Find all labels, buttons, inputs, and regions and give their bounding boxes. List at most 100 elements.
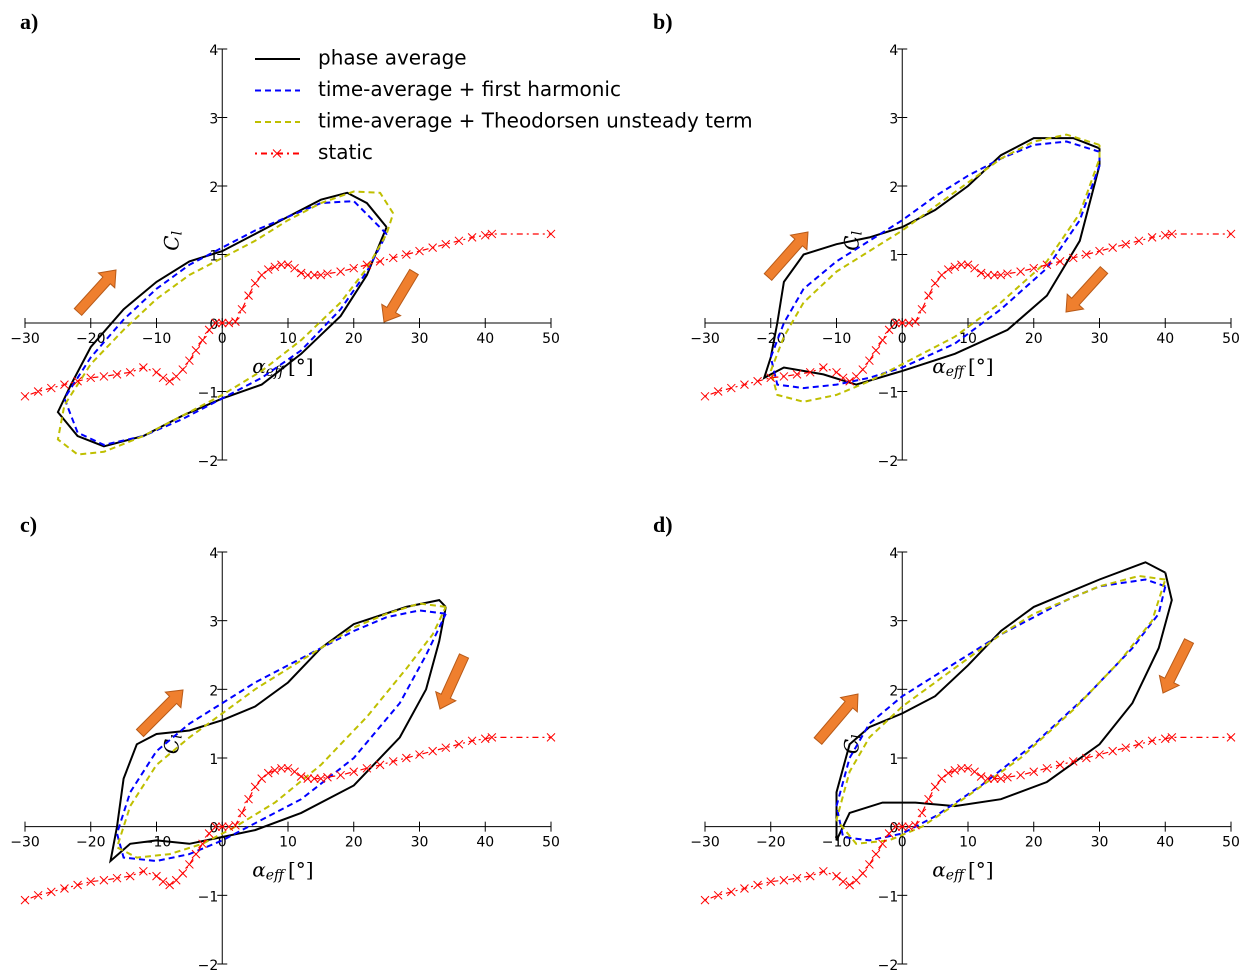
marker <box>546 733 556 742</box>
x-tick-label: 20 <box>1025 835 1043 851</box>
marker <box>263 768 273 778</box>
marker <box>950 262 960 272</box>
series-line <box>762 137 1101 386</box>
marker <box>766 373 776 383</box>
marker <box>441 743 451 753</box>
marker <box>237 304 247 314</box>
x-tick-label: 20 <box>1025 331 1043 347</box>
marker <box>1095 246 1104 256</box>
y-tick-label: 1 <box>889 249 898 265</box>
marker <box>832 871 841 881</box>
direction-arrow <box>763 231 809 282</box>
x-tick-label: 30 <box>411 835 429 851</box>
x-tick-label: −10 <box>822 835 852 851</box>
marker <box>1147 736 1157 746</box>
y-tick-label: 4 <box>209 43 218 59</box>
marker <box>818 866 828 876</box>
marker <box>73 376 82 386</box>
y-tick-label: 2 <box>209 180 218 196</box>
marker <box>818 363 828 372</box>
x-label-subscript: eff <box>266 364 286 380</box>
y-tick-label: −1 <box>878 386 899 402</box>
marker <box>290 767 299 777</box>
marker <box>878 335 887 345</box>
marker <box>884 829 894 838</box>
panel-label: d) <box>653 512 673 537</box>
marker <box>700 895 710 905</box>
marker <box>178 365 188 374</box>
x-tick-label: 50 <box>542 331 560 347</box>
marker <box>467 736 477 746</box>
x-label-unit: [°] <box>968 354 994 378</box>
x-tick-label: 40 <box>476 331 494 347</box>
x-tick-label: 20 <box>345 835 363 851</box>
marker <box>858 365 868 374</box>
x-label-symbol: α <box>932 857 946 881</box>
x-tick-label: −20 <box>756 835 786 851</box>
marker <box>244 291 253 300</box>
marker <box>198 335 207 345</box>
marker <box>99 372 109 381</box>
marker <box>191 346 201 355</box>
marker <box>1226 229 1236 239</box>
marker <box>1055 760 1065 770</box>
x-tick-label: 30 <box>1091 835 1109 851</box>
marker <box>211 318 221 328</box>
marker <box>309 270 319 280</box>
x-label-subscript: eff <box>266 868 286 884</box>
x-tick-label: 30 <box>411 331 429 347</box>
y-tick-label: −2 <box>198 958 219 970</box>
y-tick-label: −1 <box>878 889 899 905</box>
marker <box>60 884 69 893</box>
marker <box>283 763 293 773</box>
x-tick-label: 40 <box>1156 331 1174 347</box>
y-axis-label: Cl <box>159 734 186 754</box>
marker <box>441 239 451 249</box>
direction-arrow <box>813 693 859 745</box>
marker <box>792 370 802 379</box>
marker <box>989 774 999 783</box>
y-tick-label: 3 <box>889 112 898 128</box>
marker <box>73 880 82 890</box>
marker <box>158 373 168 383</box>
marker <box>277 260 286 270</box>
marker <box>125 871 135 881</box>
panel-label: a) <box>20 9 38 34</box>
marker <box>1121 239 1131 249</box>
x-tick-label: 40 <box>476 835 494 851</box>
marker <box>257 270 267 280</box>
marker <box>1081 250 1091 259</box>
marker <box>112 873 122 883</box>
y-label-symbol: C <box>159 739 183 754</box>
x-label-symbol: α <box>252 857 266 881</box>
x-tick-label: −10 <box>142 331 172 347</box>
marker <box>231 317 240 326</box>
marker <box>165 880 175 890</box>
marker <box>930 278 940 288</box>
marker <box>963 763 973 773</box>
series-line <box>704 736 1231 901</box>
marker <box>152 871 161 881</box>
marker <box>897 822 907 832</box>
marker <box>1167 229 1177 239</box>
series-line <box>115 609 447 863</box>
marker <box>263 265 273 274</box>
x-axis-label: αeff [°] <box>252 857 313 884</box>
marker <box>33 387 43 396</box>
marker <box>983 270 993 280</box>
marker <box>217 822 227 832</box>
marker <box>375 760 385 770</box>
y-tick-label: 3 <box>209 615 218 631</box>
marker <box>1042 763 1052 773</box>
marker <box>1029 767 1039 777</box>
marker <box>428 243 438 253</box>
marker <box>1042 260 1052 270</box>
marker <box>1095 750 1104 759</box>
marker <box>1081 753 1091 763</box>
marker <box>897 318 907 328</box>
x-tick-label: 10 <box>959 331 977 347</box>
marker <box>753 376 762 386</box>
y-axis-label: Cl <box>159 231 186 251</box>
x-label-unit: [°] <box>288 857 314 881</box>
marker <box>165 376 175 386</box>
